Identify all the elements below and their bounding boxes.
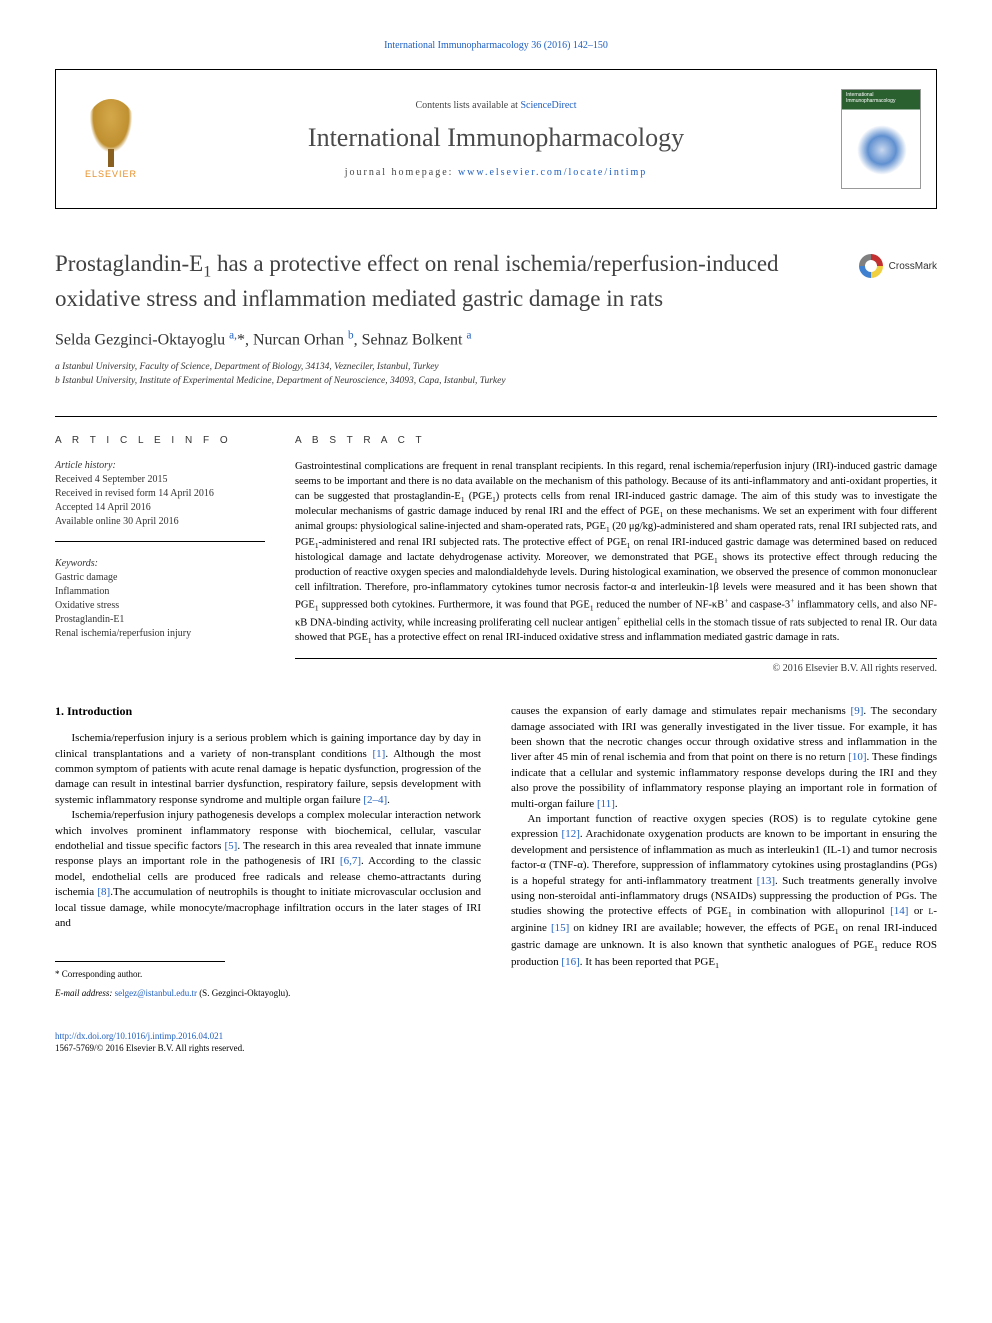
journal-homepage: journal homepage: www.elsevier.com/locat…	[171, 167, 821, 178]
corresponding-email-link[interactable]: selgez@istanbul.edu.tr	[115, 988, 197, 998]
journal-citation: International Immunopharmacology 36 (201…	[55, 40, 937, 51]
page-footer: http://dx.doi.org/10.1016/j.intimp.2016.…	[55, 1030, 937, 1055]
cover-art-icon	[857, 125, 907, 175]
abstract-text: Gastrointestinal complications are frequ…	[295, 460, 937, 659]
abstract-column: A B S T R A C T Gastrointestinal complic…	[295, 435, 937, 674]
article-info-heading: A R T I C L E I N F O	[55, 435, 265, 446]
footnote-separator	[55, 961, 225, 962]
info-abstract-row: A R T I C L E I N F O Article history: R…	[55, 416, 937, 674]
abstract-heading: A B S T R A C T	[295, 435, 937, 446]
homepage-prefix: journal homepage:	[345, 167, 458, 178]
article-history-block: Article history: Received 4 September 20…	[55, 460, 265, 542]
crossmark-label: CrossMark	[889, 261, 937, 272]
contents-prefix: Contents lists available at	[415, 100, 520, 111]
affiliation-b: b Istanbul University, Institute of Expe…	[55, 374, 937, 388]
body-column-right: causes the expansion of early damage and…	[511, 704, 937, 999]
elsevier-label: ELSEVIER	[85, 169, 137, 179]
history-online: Available online 30 April 2016	[55, 515, 265, 529]
keywords-label: Keywords:	[55, 558, 265, 569]
article-info-column: A R T I C L E I N F O Article history: R…	[55, 435, 265, 674]
email-label: E-mail address:	[55, 988, 112, 998]
body-column-left: 1. Introduction Ischemia/reperfusion inj…	[55, 704, 481, 999]
history-revised: Received in revised form 14 April 2016	[55, 487, 265, 501]
sciencedirect-link[interactable]: ScienceDirect	[520, 100, 576, 111]
abstract-copyright: © 2016 Elsevier B.V. All rights reserved…	[295, 663, 937, 674]
homepage-link[interactable]: www.elsevier.com/locate/intimp	[458, 167, 647, 178]
affiliations: a Istanbul University, Faculty of Scienc…	[55, 360, 937, 389]
journal-header-box: ELSEVIER Contents lists available at Sci…	[55, 69, 937, 209]
article-title: Prostaglandin-E1 has a protective effect…	[55, 249, 937, 313]
affiliation-a: a Istanbul University, Faculty of Scienc…	[55, 360, 937, 374]
email-suffix: (S. Gezginci-Oktayoglu).	[199, 988, 290, 998]
journal-citation-link[interactable]: International Immunopharmacology 36 (201…	[384, 40, 608, 51]
journal-title: International Immunopharmacology	[171, 123, 821, 153]
body-text-col2: causes the expansion of early damage and…	[511, 704, 937, 972]
cover-label: International Immunopharmacology	[846, 92, 920, 104]
keyword-0: Gastric damage	[55, 571, 265, 585]
history-received: Received 4 September 2015	[55, 473, 265, 487]
keyword-4: Renal ischemia/reperfusion injury	[55, 627, 265, 641]
elsevier-logo: ELSEVIER	[71, 89, 151, 189]
keyword-1: Inflammation	[55, 585, 265, 599]
contents-line: Contents lists available at ScienceDirec…	[171, 100, 821, 111]
keyword-3: Prostaglandin-E1	[55, 613, 265, 627]
keyword-2: Oxidative stress	[55, 599, 265, 613]
history-accepted: Accepted 14 April 2016	[55, 501, 265, 515]
keywords-block: Keywords: Gastric damage Inflammation Ox…	[55, 558, 265, 653]
corresponding-author-note: * Corresponding author.	[55, 968, 481, 981]
crossmark-badge[interactable]: CrossMark	[859, 254, 937, 278]
history-label: Article history:	[55, 460, 265, 471]
email-footnote: E-mail address: selgez@istanbul.edu.tr (…	[55, 987, 481, 1000]
journal-cover-thumbnail: International Immunopharmacology	[841, 89, 921, 189]
header-center: Contents lists available at ScienceDirec…	[151, 90, 841, 188]
body-text-col1: Ischemia/reperfusion injury is a serious…	[55, 731, 481, 931]
elsevier-tree-icon	[86, 99, 136, 159]
article-header: CrossMark Prostaglandin-E1 has a protect…	[55, 249, 937, 388]
crossmark-icon	[859, 254, 883, 278]
issn-copyright-line: 1567-5769/© 2016 Elsevier B.V. All right…	[55, 1043, 244, 1053]
body-columns: 1. Introduction Ischemia/reperfusion inj…	[55, 704, 937, 999]
authors-line: Selda Gezginci-Oktayoglu a,*, Nurcan Orh…	[55, 329, 937, 349]
section-1-heading: 1. Introduction	[55, 704, 481, 719]
doi-link[interactable]: http://dx.doi.org/10.1016/j.intimp.2016.…	[55, 1031, 223, 1041]
article-page: International Immunopharmacology 36 (201…	[0, 0, 992, 1105]
